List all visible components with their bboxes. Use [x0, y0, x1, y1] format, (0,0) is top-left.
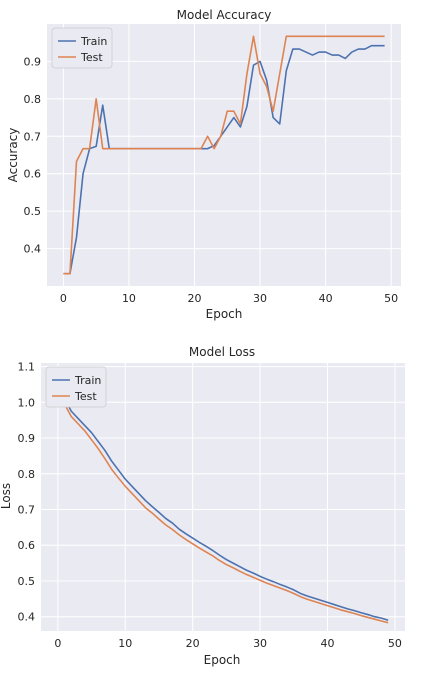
loss-x-tick-label: 40 [320, 637, 334, 650]
accuracy-legend-label-train: Train [80, 35, 107, 48]
loss-chart: Model Loss 0 10 20 30 40 50 0.4 0.5 0.6 0.7 0.8 0.9… [0, 345, 405, 667]
loss-y-tick-label: 1.1 [18, 361, 36, 374]
loss-series-test-line [57, 373, 389, 624]
loss-x-tick-label: 10 [118, 637, 132, 650]
accuracy-y-tick-label: 0.8 [24, 93, 42, 106]
loss-x-tick-label: 20 [186, 637, 200, 650]
accuracy-x-tick-label: 0 [60, 292, 67, 305]
loss-legend-label-test: Test [74, 390, 97, 403]
accuracy-legend [51, 27, 113, 69]
loss-y-tick-label: 0.8 [18, 468, 36, 481]
loss-plot-background [41, 363, 405, 631]
loss-y-tick-label: 1.0 [18, 396, 36, 409]
accuracy-y-tick-label: 0.9 [24, 55, 42, 68]
loss-y-tick-label: 0.5 [18, 575, 36, 588]
accuracy-x-tick-label: 20 [188, 292, 202, 305]
loss-y-tick-label: 0.6 [18, 539, 36, 552]
loss-chart-title: Model Loss [189, 345, 255, 359]
accuracy-plot-area: 0 10 20 30 40 50 0.4 0.5 0.6 0.7 0.8 0.9 Train Test [24, 24, 401, 305]
accuracy-legend-label-test: Test [80, 51, 103, 64]
loss-y-tick-label: 0.7 [18, 504, 36, 517]
loss-legend-label-train: Train [74, 374, 101, 387]
accuracy-y-tick-label: 0.7 [24, 130, 42, 143]
loss-series-train-line [57, 368, 389, 622]
accuracy-series-test-line [63, 35, 385, 275]
accuracy-x-tick-label: 40 [319, 292, 333, 305]
accuracy-y-tick-label: 0.5 [24, 205, 42, 218]
loss-x-tick-label: 50 [388, 637, 402, 650]
loss-x-tick-label: 30 [253, 637, 267, 650]
accuracy-chart: Model Accuracy 0 10 20 30 40 50 0.4 0.5 0.6 0.7 0.… [6, 8, 401, 321]
loss-y-tick-label: 0.9 [18, 432, 36, 445]
accuracy-y-tick-label: 0.4 [24, 243, 42, 256]
accuracy-x-axis-label: Epoch [206, 307, 243, 321]
loss-plot-area: 0 10 20 30 40 50 0.4 0.5 0.6 0.7 0.8 0.9 1.0 1.1 Train… [18, 361, 405, 650]
accuracy-y-axis-label: Accuracy [6, 128, 20, 183]
loss-y-axis-label: Loss [0, 483, 13, 509]
accuracy-y-tick-label: 0.6 [24, 168, 42, 181]
loss-x-tick-label: 0 [54, 637, 61, 650]
loss-x-axis-label: Epoch [204, 653, 241, 667]
loss-legend [45, 366, 107, 408]
loss-y-tick-label: 0.4 [18, 611, 36, 624]
accuracy-x-tick-label: 10 [122, 292, 136, 305]
accuracy-chart-title: Model Accuracy [177, 8, 272, 22]
accuracy-x-tick-label: 30 [253, 292, 267, 305]
accuracy-x-tick-label: 50 [384, 292, 398, 305]
